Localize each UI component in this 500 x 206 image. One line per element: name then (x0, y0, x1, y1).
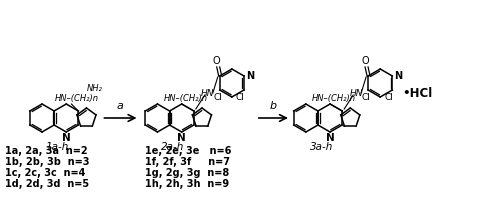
Text: 3a-h: 3a-h (310, 142, 333, 152)
Text: Cl: Cl (236, 92, 244, 102)
Text: N: N (394, 71, 402, 81)
Text: 1f, 2f, 3f     n=7: 1f, 2f, 3f n=7 (145, 157, 230, 167)
Text: HN: HN (350, 89, 363, 97)
Text: 1h, 2h, 3h  n=9: 1h, 2h, 3h n=9 (145, 179, 229, 189)
Text: 1b, 2b, 3b  n=3: 1b, 2b, 3b n=3 (5, 157, 89, 167)
Text: Cl: Cl (384, 92, 393, 102)
Text: N: N (326, 133, 334, 143)
Text: O: O (213, 56, 220, 66)
Text: 1e, 2e, 3e   n=6: 1e, 2e, 3e n=6 (145, 146, 232, 156)
Text: a: a (117, 101, 124, 111)
Text: HN: HN (201, 89, 214, 97)
Text: N: N (62, 133, 70, 143)
Text: 1d, 2d, 3d  n=5: 1d, 2d, 3d n=5 (5, 179, 89, 189)
Text: 1a-h: 1a-h (46, 142, 69, 152)
Text: Cl: Cl (214, 93, 222, 102)
Text: 2a-h: 2a-h (161, 142, 184, 152)
Text: •HCl: •HCl (402, 87, 432, 99)
Text: N: N (246, 71, 254, 81)
Text: 1c, 2c, 3c  n=4: 1c, 2c, 3c n=4 (5, 168, 86, 178)
Text: O: O (362, 56, 369, 66)
Text: HN–(CH₂)n: HN–(CH₂)n (54, 94, 98, 103)
Text: 1a, 2a, 3a  n=2: 1a, 2a, 3a n=2 (5, 146, 87, 156)
Text: Cl: Cl (362, 93, 370, 102)
Text: 1g, 2g, 3g  n=8: 1g, 2g, 3g n=8 (145, 168, 229, 178)
Text: NH₂: NH₂ (86, 84, 102, 93)
Text: HN–(CH₂)n: HN–(CH₂)n (164, 94, 208, 103)
Text: b: b (270, 101, 277, 111)
Text: N: N (178, 133, 186, 143)
Text: HN–(CH₂)n: HN–(CH₂)n (312, 94, 356, 103)
